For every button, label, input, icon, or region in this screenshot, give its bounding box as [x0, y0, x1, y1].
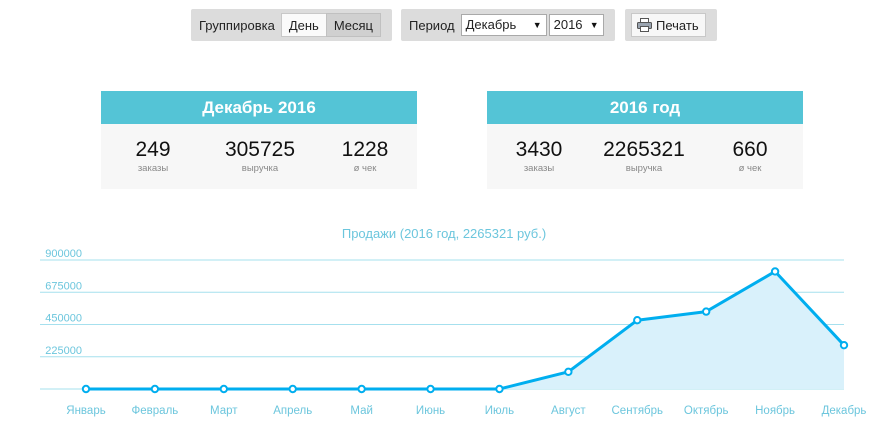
data-point — [150, 384, 160, 394]
stat-value: 2265321 — [603, 138, 685, 161]
chart-title: Продажи (2016 год, 2265321 руб.) — [341, 226, 547, 241]
year-select-value: 2016 — [553, 17, 583, 32]
printer-icon — [637, 18, 652, 32]
x-tick-label: Октябрь — [684, 405, 729, 417]
month-orders-stat: 249 заказы — [98, 138, 208, 174]
month-select[interactable]: Декабрь ▼ — [460, 14, 547, 36]
x-tick-label: Декабрь — [822, 405, 867, 417]
year-avg-check-stat: 660 ø чек — [695, 138, 805, 174]
month-summary-title: Декабрь 2016 — [101, 91, 417, 124]
period-toolbar: Период Декабрь ▼ 2016 ▼ — [401, 9, 615, 41]
data-point — [633, 316, 642, 325]
x-tick-label: Июнь — [416, 405, 445, 417]
month-revenue-stat: 305725 выручка — [205, 138, 315, 174]
stat-caption: выручка — [625, 163, 663, 174]
stat-value: 3430 — [515, 138, 563, 161]
y-tick-label: 675000 — [45, 280, 82, 292]
data-point — [357, 384, 366, 394]
stat-caption: ø чек — [353, 163, 377, 174]
y-tick-label: 450000 — [45, 313, 82, 325]
stat-caption: заказы — [523, 163, 555, 174]
print-button[interactable]: Печать — [631, 13, 706, 37]
year-revenue-stat: 2265321 выручка — [589, 138, 699, 174]
stat-value: 249 — [135, 138, 171, 161]
print-button-label: Печать — [656, 17, 699, 33]
grouping-toolbar: Группировка День Месяц — [191, 9, 392, 41]
grouping-label: Группировка — [199, 17, 275, 33]
y-tick-label: 900000 — [45, 248, 82, 260]
year-select[interactable]: 2016 ▼ — [548, 14, 604, 36]
month-select-value: Декабрь — [465, 17, 517, 32]
month-avg-check-stat: 1228 ø чек — [310, 138, 420, 174]
x-tick-label: Май — [350, 405, 373, 417]
period-label: Период — [409, 17, 455, 33]
stat-value: 305725 — [224, 138, 296, 161]
x-tick-label: Ноябрь — [755, 405, 795, 417]
x-tick-label: Январь — [66, 405, 105, 417]
group-by-day-button[interactable]: День — [280, 13, 327, 37]
year-summary-card: 2016 год 3430 заказы 2265321 выручка 660… — [487, 91, 803, 189]
stat-caption: заказы — [137, 163, 169, 174]
stat-caption: выручка — [241, 163, 279, 174]
x-tick-label: Июль — [485, 405, 514, 417]
y-tick-label: 225000 — [45, 345, 82, 357]
x-tick-label: Август — [551, 405, 586, 417]
stat-value: 660 — [732, 138, 768, 161]
stat-caption: ø чек — [738, 163, 762, 174]
data-point — [495, 384, 504, 394]
year-orders-stat: 3430 заказы — [484, 138, 594, 174]
series-line — [86, 269, 846, 391]
print-toolbar: Печать — [625, 9, 717, 41]
data-point — [426, 384, 435, 394]
data-point — [81, 384, 91, 394]
series-area — [86, 271, 844, 389]
chevron-down-icon: ▼ — [589, 20, 599, 30]
chevron-down-icon: ▼ — [532, 20, 542, 30]
data-point — [564, 367, 573, 376]
data-point — [288, 384, 297, 394]
x-tick-label: Февраль — [132, 405, 179, 417]
x-tick-label: Сентябрь — [612, 405, 664, 417]
data-point — [701, 307, 711, 316]
data-point — [839, 340, 849, 350]
data-point — [219, 384, 229, 394]
year-summary-title: 2016 год — [487, 91, 803, 124]
month-summary-card: Декабрь 2016 249 заказы 305725 выручка 1… — [101, 91, 417, 189]
data-point — [770, 267, 780, 276]
stat-value: 1228 — [341, 138, 389, 161]
group-by-month-button[interactable]: Месяц — [325, 13, 382, 37]
x-tick-label: Март — [210, 405, 238, 417]
x-tick-label: Апрель — [273, 405, 312, 417]
